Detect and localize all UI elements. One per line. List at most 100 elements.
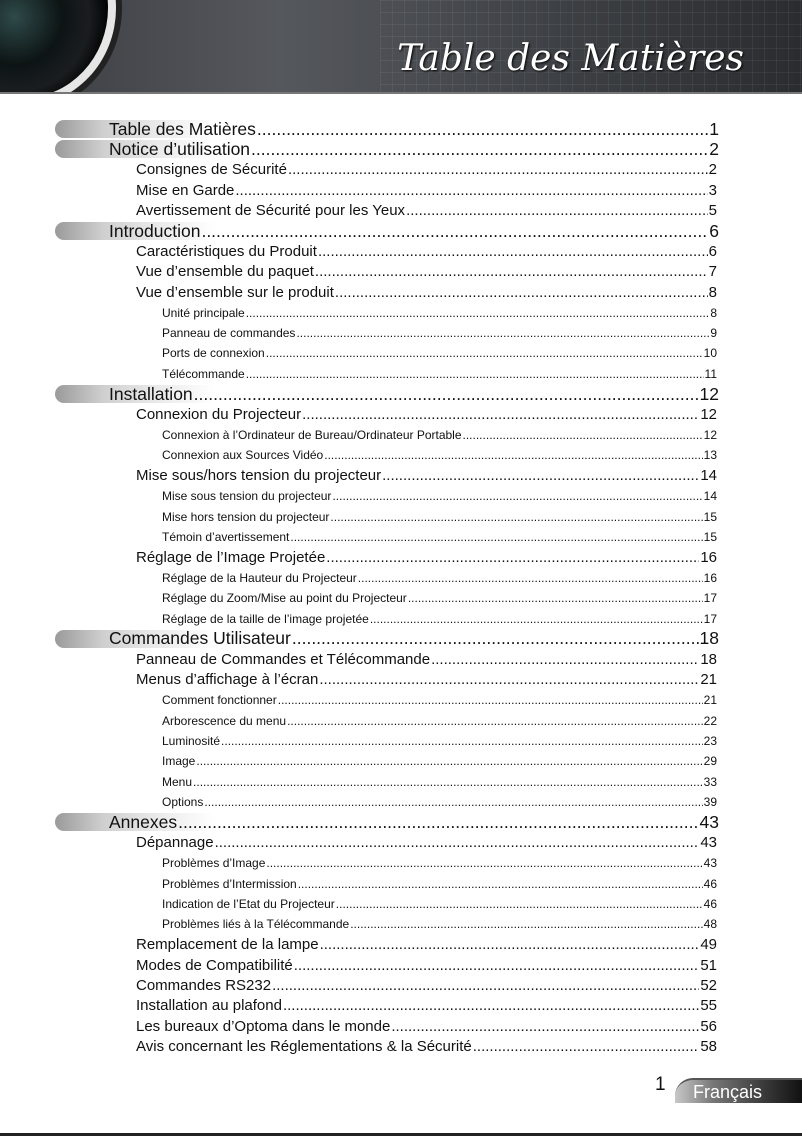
toc-entry-page: 39 xyxy=(703,795,717,810)
toc-entry-level-2[interactable]: Dépannage 43 xyxy=(0,833,717,853)
toc-entry-level-3[interactable]: Réglage du Zoom/Mise au point du Project… xyxy=(0,588,717,608)
toc-entry-level-2[interactable]: Avertissement de Sécurité pour les Yeux 5 xyxy=(0,201,717,221)
toc-entry-level-2[interactable]: Mise sous/hors tension du projecteur 14 xyxy=(0,466,717,486)
toc-entry-page: 12 xyxy=(703,428,717,443)
toc-entry-level-2[interactable]: Réglage de l’Image Projetée 16 xyxy=(0,547,717,567)
toc-entry-title: Vue d’ensemble du paquet xyxy=(136,263,314,281)
toc-entry-level-2[interactable]: Vue d’ensemble du paquet 7 xyxy=(0,262,717,282)
dot-leader xyxy=(358,571,703,585)
toc-entry-title: Avertissement de Sécurité pour les Yeux xyxy=(136,202,406,220)
toc-entry-page: 18 xyxy=(700,650,717,668)
dot-leader xyxy=(332,489,702,503)
toc-entry-page: 2 xyxy=(709,139,719,160)
toc-entry-title: Problèmes d’Image xyxy=(162,856,266,871)
dot-leader xyxy=(221,734,703,748)
toc-entry-level-3[interactable]: Mise hors tension du projecteur 15 xyxy=(0,506,717,526)
toc-entry-level-3[interactable]: Réglage de la Hauteur du Projecteur 16 xyxy=(0,568,717,588)
toc-entry-page: 12 xyxy=(700,406,717,424)
toc-entry-level-3[interactable]: Comment fonctionner 21 xyxy=(0,690,717,710)
toc-entry-title: Télécommande xyxy=(162,366,245,381)
toc-entry-level-3[interactable]: Témoin d’avertissement 15 xyxy=(0,527,717,547)
toc-entry-title: Indication de l’Etat du Projecteur xyxy=(162,897,335,912)
toc-entry-level-3[interactable]: Télécommande 11 xyxy=(0,364,717,384)
toc-entry-title: Mise sous tension du projecteur xyxy=(162,489,332,504)
toc-entry-level-2[interactable]: Commandes RS232 52 xyxy=(0,975,717,995)
toc-entry-level-3[interactable]: Menu 33 xyxy=(0,772,717,792)
toc-entry-title: Connexion à l’Ordinateur de Bureau/Ordin… xyxy=(162,428,462,443)
toc-entry-level-3[interactable]: Image 29 xyxy=(0,751,717,771)
dot-leader xyxy=(463,428,703,442)
toc-entry-level-3[interactable]: Problèmes d’Intermission 46 xyxy=(0,873,717,893)
dot-leader xyxy=(336,897,703,911)
dot-leader xyxy=(408,591,703,605)
toc-entry-title: Introduction xyxy=(109,220,201,241)
toc-entry-title: Problèmes d’Intermission xyxy=(162,876,297,891)
toc-entry-level-3[interactable]: Connexion à l’Ordinateur de Bureau/Ordin… xyxy=(0,425,717,445)
footer-divider xyxy=(0,1133,802,1136)
toc-entry-level-3[interactable]: Problèmes liés à la Télécommande 48 xyxy=(0,914,717,934)
toc-entry-level-2[interactable]: Panneau de Commandes et Télécommande 18 xyxy=(0,649,717,669)
toc-entry-level-2[interactable]: Connexion du Projecteur 12 xyxy=(0,404,717,424)
toc-entry-title: Commandes RS232 xyxy=(136,977,272,995)
toc-entry-page: 22 xyxy=(703,713,717,728)
toc-entry-page: 10 xyxy=(703,346,717,361)
dot-leader xyxy=(296,326,709,340)
toc-entry-level-3[interactable]: Arborescence du menu 22 xyxy=(0,710,717,730)
toc-entry-title: Unité principale xyxy=(162,305,245,320)
toc-entry-title: Luminosité xyxy=(162,733,221,748)
page-title: Table des Matières xyxy=(397,38,744,79)
toc-entry-level-3[interactable]: Problèmes d’Image 43 xyxy=(0,853,717,873)
toc-entry-level-3[interactable]: Mise sous tension du projecteur 14 xyxy=(0,486,717,506)
dot-leader xyxy=(290,530,702,544)
toc-entry-level-2[interactable]: Remplacement de la lampe 49 xyxy=(0,935,717,955)
toc-entry-level-2[interactable]: Mise en Garde 3 xyxy=(0,180,717,200)
toc-entry-page: 48 xyxy=(703,917,717,932)
dot-leader xyxy=(257,119,708,140)
toc-entry-title: Mise hors tension du projecteur xyxy=(162,509,330,524)
toc-entry-page: 52 xyxy=(700,977,717,995)
toc-entry-level-2[interactable]: Modes de Compatibilité 51 xyxy=(0,955,717,975)
toc-entry-level-3[interactable]: Réglage de la taille de l’image projetée… xyxy=(0,608,717,628)
dot-leader xyxy=(278,693,703,707)
section-pill-marker xyxy=(55,221,215,240)
toc-entry-page: 21 xyxy=(703,693,717,708)
toc-entry-level-1[interactable]: Introduction 6 xyxy=(0,221,719,241)
dot-leader xyxy=(287,714,703,728)
toc-entry-level-2[interactable]: Vue d’ensemble sur le produit 8 xyxy=(0,282,717,302)
toc-entry-title: Installation xyxy=(109,383,193,404)
toc-entry-title: Installation au plafond xyxy=(136,997,282,1015)
dot-leader xyxy=(194,384,699,405)
toc-entry-page: 15 xyxy=(703,509,717,524)
toc-entry-page: 17 xyxy=(703,611,717,626)
toc-entry-level-3[interactable]: Luminosité 23 xyxy=(0,731,717,751)
toc-entry-level-1[interactable]: Notice d’utilisation 2 xyxy=(0,139,719,159)
toc-entry-level-1[interactable]: Annexes 43 xyxy=(0,812,719,832)
toc-entry-level-3[interactable]: Connexion aux Sources Vidéo 13 xyxy=(0,445,717,465)
toc-entry-title: Dépannage xyxy=(136,834,214,852)
toc-entry-level-3[interactable]: Ports de connexion 10 xyxy=(0,343,717,363)
toc-entry-level-2[interactable]: Menus d’affichage à l’écran 21 xyxy=(0,670,717,690)
section-pill-marker xyxy=(55,120,215,138)
dot-leader xyxy=(350,917,702,931)
dot-leader xyxy=(288,161,708,178)
toc-entry-page: 58 xyxy=(700,1038,717,1056)
toc-entry-level-3[interactable]: Indication de l’Etat du Projecteur 46 xyxy=(0,894,717,914)
toc-entry-level-3[interactable]: Panneau de commandes 9 xyxy=(0,323,717,343)
toc-entry-level-2[interactable]: Avis concernant les Réglementations & la… xyxy=(0,1037,717,1057)
toc-entry-level-1[interactable]: Commandes Utilisateur 18 xyxy=(0,628,719,649)
toc-entry-level-3[interactable]: Options 39 xyxy=(0,792,717,812)
toc-entry-level-2[interactable]: Les bureaux d’Optoma dans le monde 56 xyxy=(0,1016,717,1036)
toc-entry-level-3[interactable]: Unité principale 8 xyxy=(0,303,717,323)
toc-entry-level-2[interactable]: Consignes de Sécurité 2 xyxy=(0,160,717,180)
toc-entry-level-1[interactable]: Table des Matières 1 xyxy=(0,119,719,139)
toc-entry-level-2[interactable]: Installation au plafond 55 xyxy=(0,996,717,1016)
toc-entry-page: 1 xyxy=(709,118,719,139)
toc-entry-level-1[interactable]: Installation 12 xyxy=(0,384,719,404)
section-pill-marker xyxy=(55,140,215,159)
toc-entry-level-2[interactable]: Caractéristiques du Produit 6 xyxy=(0,241,717,261)
section-pill-marker xyxy=(55,385,215,404)
toc-entry-page: 15 xyxy=(703,530,717,544)
dot-leader xyxy=(294,957,700,974)
toc-entry-title: Caractéristiques du Produit xyxy=(136,243,317,261)
